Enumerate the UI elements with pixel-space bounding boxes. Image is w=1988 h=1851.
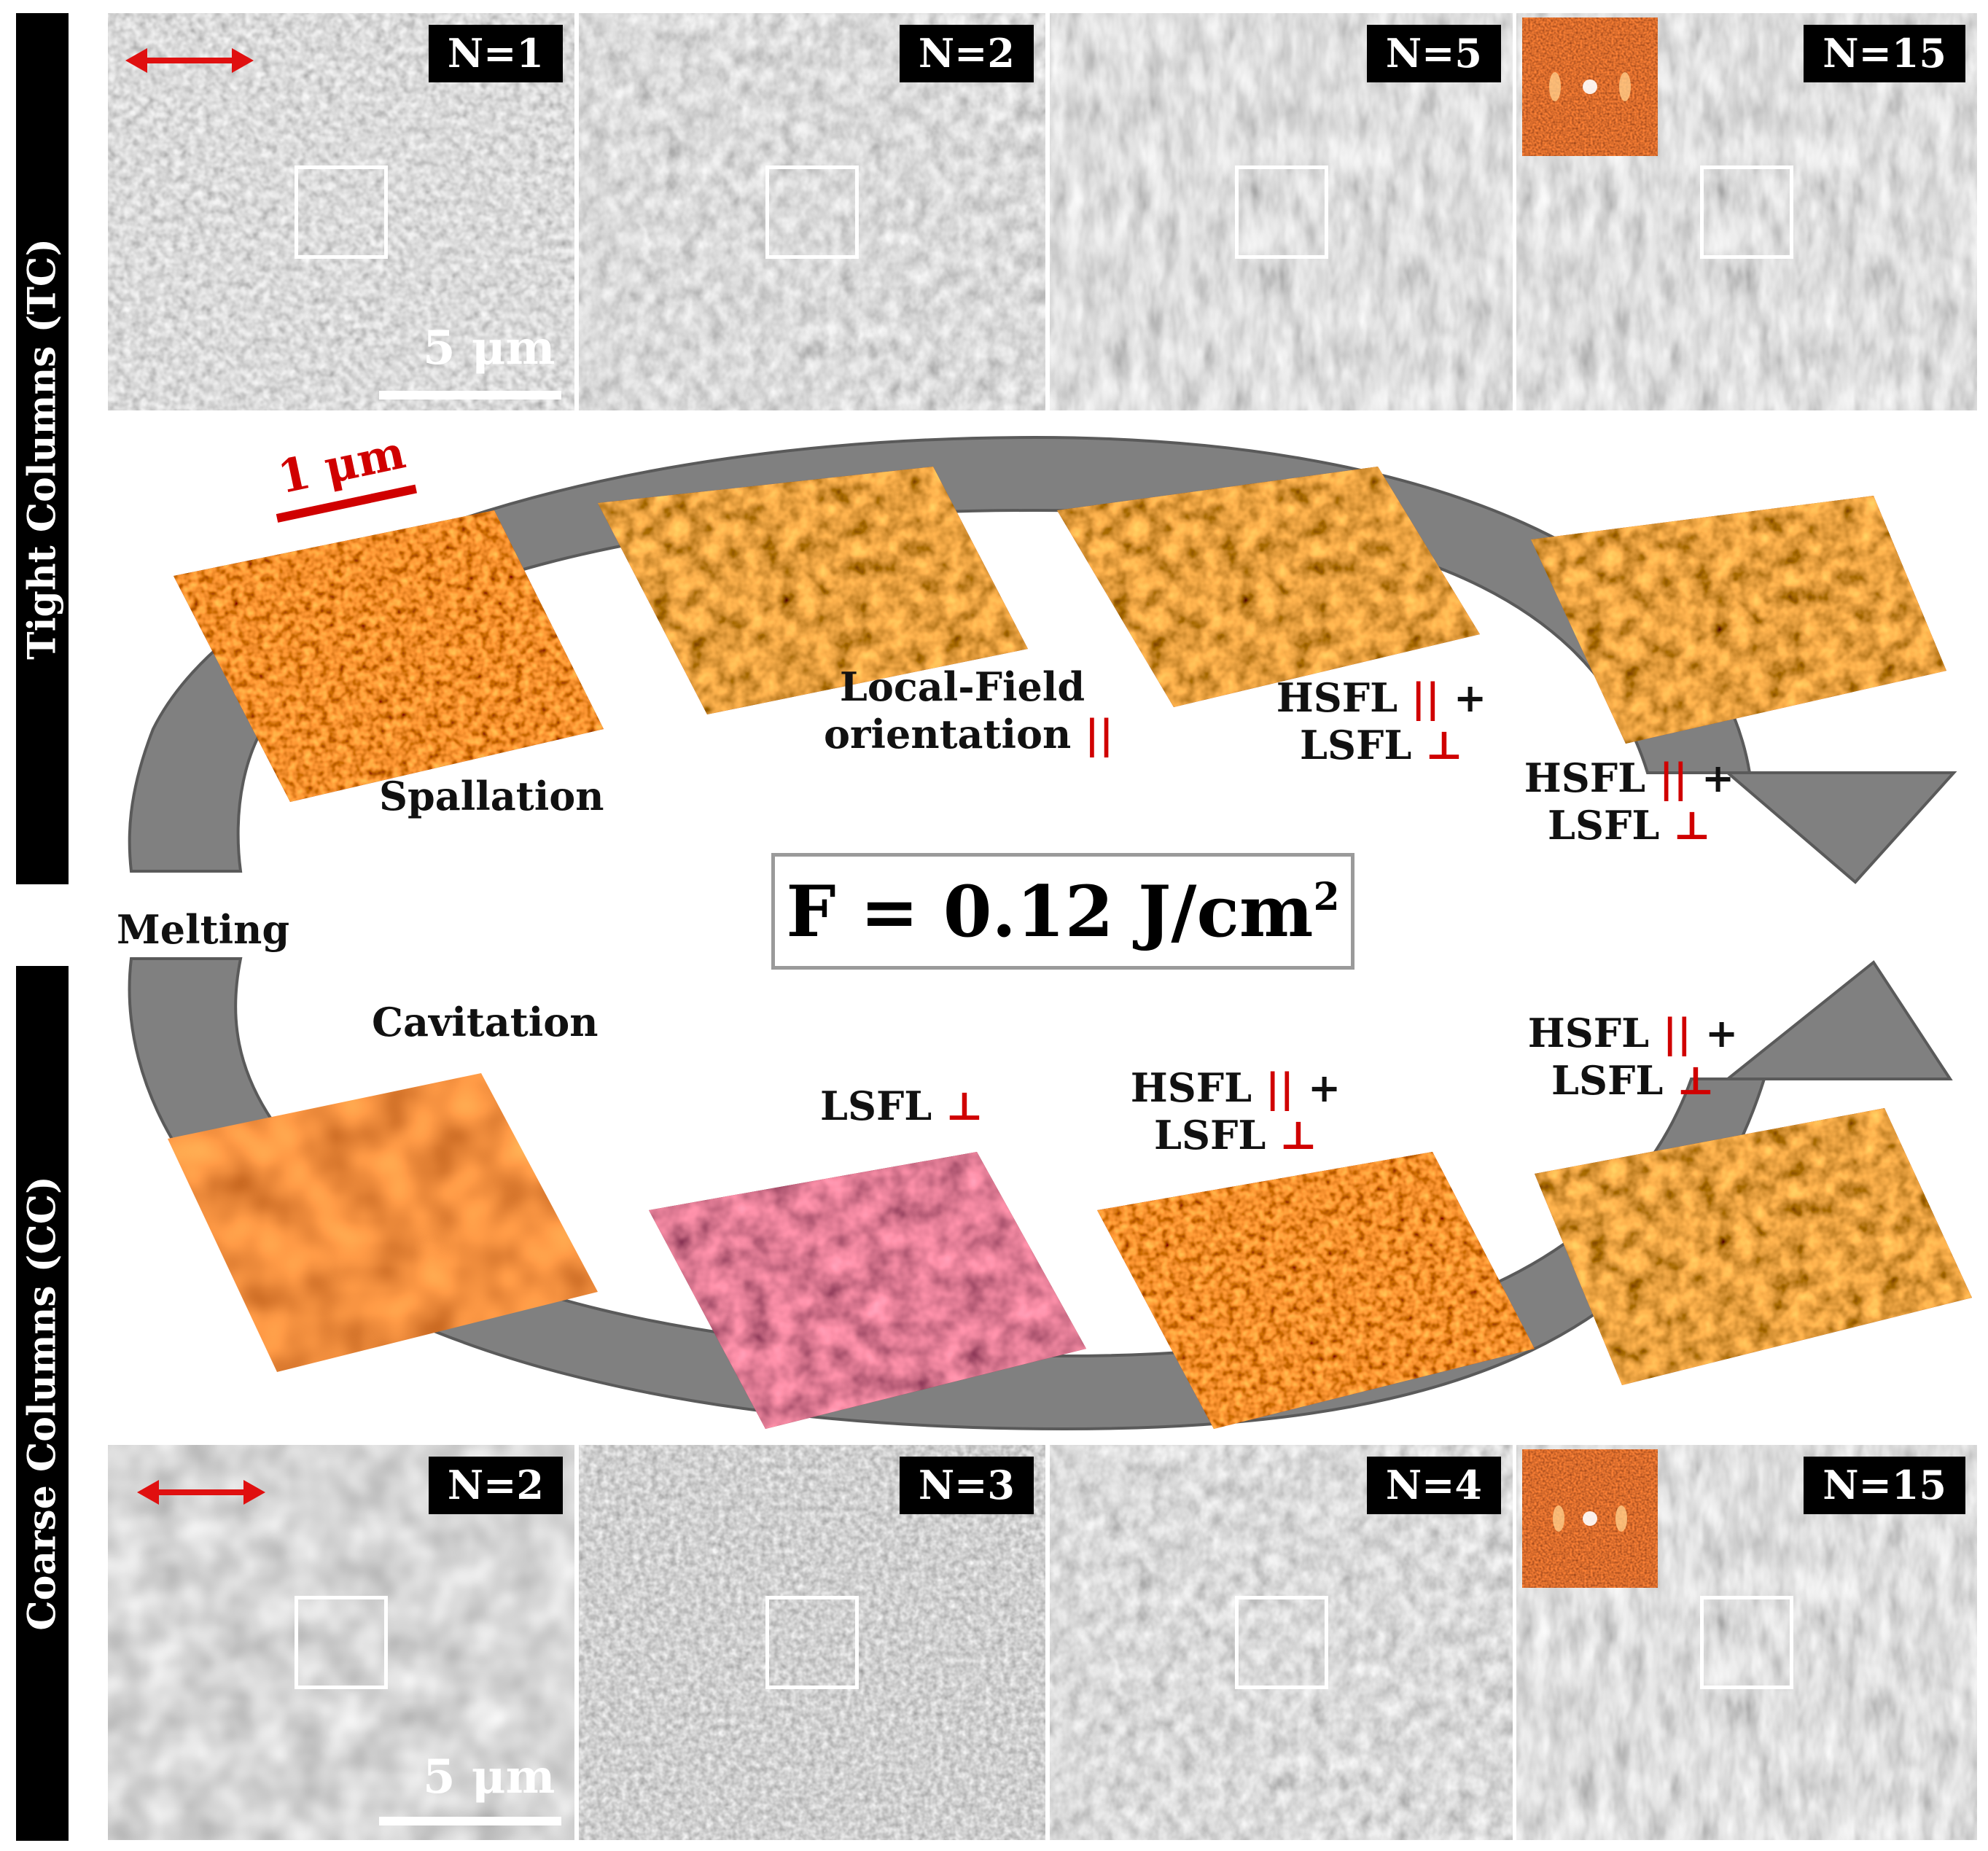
lsfl-text: LSFL xyxy=(1551,1056,1664,1104)
fluence-value: F = 0.12 J/cm xyxy=(786,870,1314,953)
roi-box xyxy=(1700,1596,1793,1689)
local-field-text: orientation xyxy=(824,710,1072,757)
polarization-arrow-icon xyxy=(125,48,254,73)
pulse-number-label: N=3 xyxy=(899,1457,1034,1515)
lsfl-line: LSFL ⊥ xyxy=(1272,722,1491,769)
afm-map-cc-1 xyxy=(168,1073,605,1372)
roi-box xyxy=(1234,165,1328,259)
sem-panel-tc-1: N=1 5 μm xyxy=(108,13,574,410)
coarse-columns-label: Coarse Columns (CC) xyxy=(20,1176,65,1631)
fluence-text: F = 0.12 J/cm2 xyxy=(786,870,1339,953)
sem-panel-cc-3: N=4 xyxy=(1050,1445,1513,1840)
afm-map-cc-4 xyxy=(1535,1108,1976,1385)
scale-bar-label: 5 μm xyxy=(423,321,556,375)
hsfl-lsfl-label-cc-4: HSFL || + LSFL ⊥ xyxy=(1126,1064,1345,1159)
parallel-symbol: || xyxy=(1662,1010,1692,1056)
perpendicular-symbol: ⊥ xyxy=(946,1083,983,1129)
melting-label: Melting xyxy=(117,906,290,953)
pulse-number-label: N=15 xyxy=(1804,1457,1965,1515)
fluence-box: F = 0.12 J/cm2 xyxy=(771,853,1354,970)
roi-box xyxy=(765,1596,859,1689)
sem-panel-tc-4: N=15 xyxy=(1516,13,1977,410)
lsfl-text: LSFL xyxy=(820,1083,932,1129)
roi-box xyxy=(765,165,859,259)
perpendicular-symbol: ⊥ xyxy=(1673,801,1711,849)
afm-map-tc-1 xyxy=(166,510,611,802)
hsfl-line: HSFL || + xyxy=(1272,674,1491,722)
sem-panel-tc-3: N=5 xyxy=(1050,13,1513,410)
parallel-symbol: || xyxy=(1658,755,1688,801)
lsfl-line: LSFL ⊥ xyxy=(1520,802,1739,849)
scale-bar xyxy=(379,391,561,400)
hsfl-text: HSFL xyxy=(1524,755,1646,801)
cavitation-label: Cavitation xyxy=(372,999,599,1045)
pulse-number-label: N=5 xyxy=(1366,25,1501,83)
sem-panel-cc-4: N=15 xyxy=(1516,1445,1977,1840)
lsfl-line: LSFL ⊥ xyxy=(1126,1112,1345,1159)
sem-panel-cc-2: N=3 xyxy=(579,1445,1045,1840)
hsfl-text: HSFL xyxy=(1276,674,1398,721)
afm-map-tc-2 xyxy=(598,467,1035,714)
hsfl-text: HSFL xyxy=(1527,1010,1650,1056)
plus-text: + xyxy=(1308,1064,1341,1111)
perpendicular-symbol: ⊥ xyxy=(1677,1056,1715,1104)
roi-box xyxy=(295,1596,388,1689)
sem-panel-cc-1: N=2 5 μm xyxy=(108,1445,574,1840)
local-field-line-1: Local-Field xyxy=(839,663,1085,710)
afm-map-cc-2 xyxy=(649,1152,1086,1429)
local-field-label: Local-Field orientation || xyxy=(824,663,1113,758)
hsfl-lsfl-label-tc-15: HSFL || + LSFL ⊥ xyxy=(1520,755,1739,849)
tight-columns-bar: Tight Columns (TC) xyxy=(16,13,69,884)
parallel-symbol: || xyxy=(1411,674,1441,721)
pulse-number-label: N=4 xyxy=(1366,1457,1501,1515)
pulse-number-label: N=2 xyxy=(899,25,1034,83)
fluence-exponent: 2 xyxy=(1313,874,1340,919)
lsfl-label-cc-3: LSFL ⊥ xyxy=(820,1083,983,1130)
lsfl-text: LSFL xyxy=(1548,801,1660,849)
hsfl-text: HSFL xyxy=(1130,1064,1252,1111)
fft-inset xyxy=(1522,1449,1658,1588)
roi-box xyxy=(295,165,388,259)
coarse-columns-bar: Coarse Columns (CC) xyxy=(16,966,69,1841)
upper-cycle-arrow-head xyxy=(1723,771,1957,884)
plus-text: + xyxy=(1705,1010,1739,1056)
perpendicular-symbol: ⊥ xyxy=(1425,721,1463,768)
plus-text: + xyxy=(1702,755,1735,801)
scale-bar-label: 5 μm xyxy=(423,1750,556,1804)
hsfl-lsfl-label-tc-5: HSFL || + LSFL ⊥ xyxy=(1272,674,1491,769)
afm-map-tc-4 xyxy=(1531,496,1954,744)
pulse-number-label: N=2 xyxy=(428,1457,563,1515)
lsfl-text: LSFL xyxy=(1300,721,1412,768)
pulse-number-label: N=1 xyxy=(428,25,563,83)
fft-inset xyxy=(1522,17,1658,156)
tight-columns-label: Tight Columns (TC) xyxy=(20,238,65,660)
parallel-symbol: || xyxy=(1085,710,1114,757)
hsfl-line: HSFL || + xyxy=(1524,1010,1742,1057)
pulse-number-label: N=15 xyxy=(1804,25,1965,83)
lower-cycle-arrow-head xyxy=(1723,960,1953,1080)
hsfl-line: HSFL || + xyxy=(1126,1064,1345,1112)
polarization-arrow-icon xyxy=(137,1480,265,1505)
hsfl-lsfl-label-cc-15: HSFL || + LSFL ⊥ xyxy=(1524,1010,1742,1104)
lsfl-text: LSFL xyxy=(1154,1111,1266,1158)
lsfl-line: LSFL ⊥ xyxy=(1524,1057,1742,1104)
local-field-line-2: orientation || xyxy=(824,710,1113,758)
roi-box xyxy=(1234,1596,1328,1689)
plus-text: + xyxy=(1454,674,1487,721)
scale-bar xyxy=(379,1817,561,1825)
roi-box xyxy=(1700,165,1793,259)
perpendicular-symbol: ⊥ xyxy=(1279,1111,1317,1158)
hsfl-line: HSFL || + xyxy=(1520,755,1739,802)
afm-map-cc-3 xyxy=(1097,1152,1535,1429)
afm-map-tc-3 xyxy=(1057,467,1487,707)
sem-panel-tc-2: N=2 xyxy=(579,13,1045,410)
spallation-label: Spallation xyxy=(379,773,604,819)
parallel-symbol: || xyxy=(1265,1064,1295,1111)
